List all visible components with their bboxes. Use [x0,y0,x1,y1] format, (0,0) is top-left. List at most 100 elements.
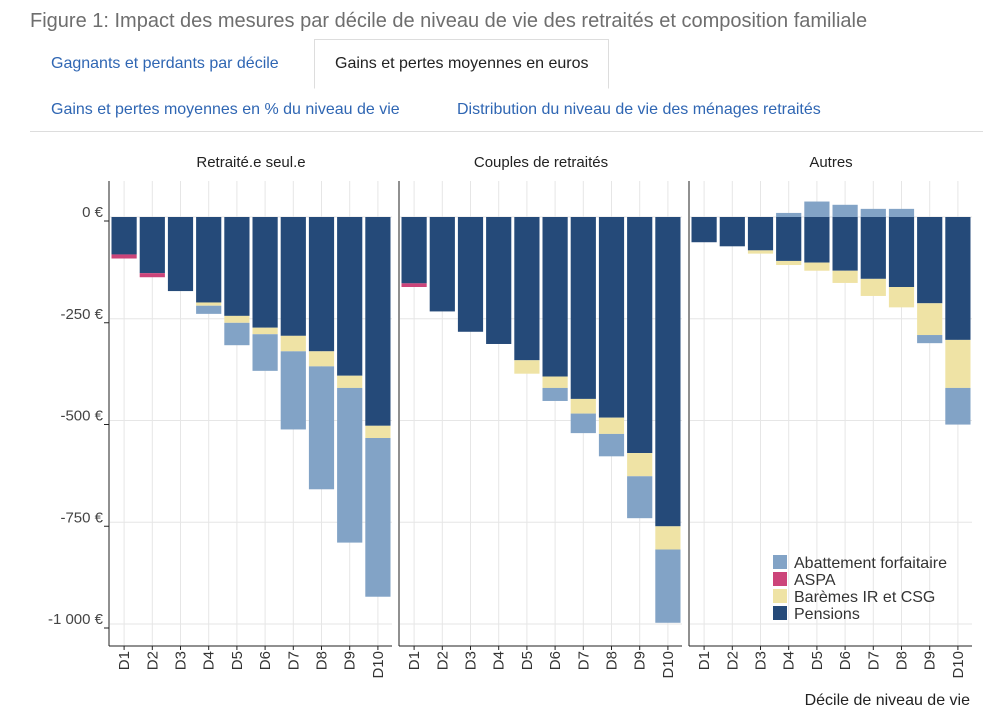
tab-gains-pertes-euros[interactable]: Gains et pertes moyennes en euros [314,39,610,89]
x-tick-label: D10 [370,651,387,679]
bar-segment-pensions-d3 [167,217,194,292]
bar-segment-bar-mes-ir-et-csg-d7 [570,398,596,414]
bar-segment-bar-mes-ir-et-csg-d8 [888,287,915,308]
bar-segment-bar-mes-ir-et-csg-d5 [224,315,250,323]
bar-segment-bar-mes-ir-et-csg-d6 [542,376,568,388]
bar-segment-abattement-forfaitaire-d9 [917,335,943,344]
bar-segment-abattement-forfaitaire-d8 [598,433,625,457]
bar-segment-pensions-d5 [224,217,250,316]
bar-segment-bar-mes-ir-et-csg-d9 [337,375,363,388]
bar-segment-abattement-forfaitaire-d6 [832,204,858,217]
tab-gagnants-perdants[interactable]: Gagnants et perdants par décile [51,55,279,72]
x-tick-label: D10 [950,651,967,679]
bar-segment-pensions-d6 [252,217,278,328]
bar-layer [111,201,971,623]
bar-segment-bar-mes-ir-et-csg-d6 [252,327,278,335]
panel-title: Autres [809,154,852,171]
tabs-divider [30,131,983,132]
bar-segment-bar-mes-ir-et-csg-d7 [280,335,306,352]
axis-layer [104,181,972,650]
tab-distribution-niveau-vie[interactable]: Distribution du niveau de vie des ménage… [457,101,821,118]
bar-segment-abattement-forfaitaire-d5 [224,322,250,346]
legend-label: Abattement forfaitaire [794,555,947,572]
bar-segment-abattement-forfaitaire-d10 [655,549,681,623]
bar-segment-bar-mes-ir-et-csg-d10 [655,526,681,550]
bar-segment-pensions-d1 [691,217,717,243]
bar-segment-bar-mes-ir-et-csg-d10 [365,425,391,439]
bar-segment-pensions-d2 [139,217,165,274]
bar-segment-aspa-d1 [401,283,427,288]
panel-title: Retraité.e seul.e [196,154,305,171]
bar-segment-pensions-d6 [542,217,568,377]
bar-segment-pensions-d4 [776,217,802,261]
bar-segment-pensions-d3 [457,217,484,332]
x-tick-label: D7 [575,651,592,670]
bar-segment-bar-mes-ir-et-csg-d4 [196,302,222,306]
bar-segment-bar-mes-ir-et-csg-d5 [514,360,540,374]
x-tick-label: D5 [229,651,246,670]
x-tick-label: D9 [632,651,649,670]
legend-label: ASPA [794,572,836,589]
bar-segment-bar-mes-ir-et-csg-d5 [804,262,830,271]
panel-1 [111,217,391,597]
x-axis-title: Décile de niveau de vie [805,692,971,709]
bar-segment-abattement-forfaitaire-d4 [776,212,802,217]
x-tick-label: D8 [604,651,621,670]
legend-label: Pensions [794,606,860,623]
label-layer: Retraité.e seul.e D1 D2 D3 D4 D5 D6 D7 D8 D9 D10 Co… [48,154,967,679]
bar-segment-pensions-d9 [337,217,363,376]
bar-segment-pensions-d10 [655,217,681,527]
bar-segment-pensions-d10 [365,217,391,426]
bar-segment-pensions-d5 [804,217,830,263]
x-tick-label: D6 [257,651,274,670]
bar-segment-pensions-d1 [111,217,137,255]
bar-segment-bar-mes-ir-et-csg-d6 [832,270,858,283]
legend-swatch [773,606,787,620]
bar-segment-bar-mes-ir-et-csg-d4 [776,260,802,266]
bar-segment-abattement-forfaitaire-d9 [337,387,363,543]
y-tick-label: 0 € [82,204,104,221]
bar-segment-abattement-forfaitaire-d4 [196,305,222,314]
x-tick-label: D2 [144,651,161,670]
bar-segment-abattement-forfaitaire-d6 [252,334,278,371]
bar-segment-pensions-d7 [570,217,596,399]
x-tick-label: D10 [660,651,677,679]
bar-segment-pensions-d7 [860,217,886,279]
bar-segment-bar-mes-ir-et-csg-d3 [747,250,774,254]
y-tick-label: -500 € [60,408,103,425]
bar-segment-bar-mes-ir-et-csg-d8 [308,351,335,367]
x-tick-label: D7 [285,651,302,670]
y-tick-label: -250 € [60,306,103,323]
panel-2 [401,217,681,623]
bar-segment-abattement-forfaitaire-d8 [888,208,915,217]
bar-segment-bar-mes-ir-et-csg-d8 [598,417,625,434]
bar-segment-pensions-d4 [196,217,222,303]
bar-segment-pensions-d8 [888,217,915,288]
bar-segment-abattement-forfaitaire-d7 [860,208,886,217]
legend-swatch [773,589,787,603]
bar-segment-abattement-forfaitaire-d10 [945,387,971,425]
bar-segment-pensions-d10 [945,217,971,340]
x-tick-label: D1 [406,651,423,670]
x-tick-label: D4 [491,651,508,670]
x-tick-label: D5 [519,651,536,670]
x-tick-label: D8 [314,651,331,670]
x-tick-label: D2 [434,651,451,670]
x-tick-label: D4 [201,651,218,670]
x-tick-label: D2 [724,651,741,670]
bar-segment-bar-mes-ir-et-csg-d10 [945,339,971,388]
bar-segment-aspa-d2 [139,273,165,278]
x-tick-label: D1 [696,651,713,670]
bar-segment-abattement-forfaitaire-d5 [804,201,830,217]
legend-swatch [773,572,787,586]
panel-title: Couples de retraités [474,154,608,171]
legend-label: Barèmes IR et CSG [794,589,935,606]
bar-segment-pensions-d5 [514,217,540,361]
x-tick-label: D6 [547,651,564,670]
x-tick-label: D8 [894,651,911,670]
panel-3 [691,201,971,425]
bar-segment-pensions-d9 [627,217,653,454]
bar-segment-abattement-forfaitaire-d8 [308,366,335,490]
tab-gains-pertes-pourcent[interactable]: Gains et pertes moyennes en % du niveau … [51,101,400,118]
bar-segment-pensions-d9 [917,217,943,304]
